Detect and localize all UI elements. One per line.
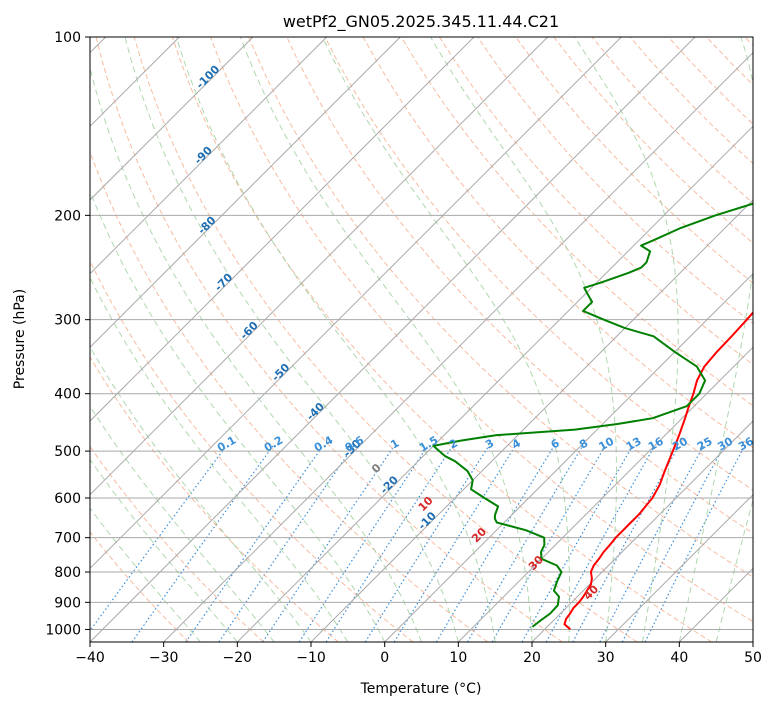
isotherm-line — [531, 420, 753, 642]
x-tick-label: 0 — [380, 650, 389, 666]
mixing-ratio-line — [298, 445, 429, 642]
x-tick-label: 20 — [523, 650, 541, 666]
y-tick-label: 500 — [54, 444, 81, 460]
y-tick-label: 800 — [54, 565, 81, 581]
y-tick-label: 600 — [54, 491, 81, 507]
moist-adiabat-line — [678, 37, 753, 642]
y-tick-label: 900 — [54, 595, 81, 611]
mixing-ratio-line — [521, 445, 634, 642]
dry-adiabat-line — [515, 37, 753, 284]
dry-adiabat-line — [95, 37, 563, 642]
y-tick-label: 200 — [54, 208, 81, 224]
isotherm-line — [90, 37, 696, 642]
dry-adiabat-line — [171, 37, 712, 642]
moist-adiabat-line — [124, 37, 459, 642]
x-tick-label: −10 — [296, 650, 326, 666]
plot-frame — [89, 36, 754, 643]
y-axis-ticks: 1000 900 800 700 600 500 400 300 200 100 — [45, 30, 90, 638]
moist-adiabat-line — [715, 498, 753, 642]
isotherm-line — [90, 37, 622, 570]
isotherm-line — [163, 51, 753, 642]
mixing-ratio-line — [545, 445, 656, 642]
isotherms — [90, 37, 753, 642]
x-tick-label: 30 — [597, 650, 615, 666]
y-tick-label: 300 — [54, 313, 81, 329]
isotherm-line — [384, 272, 753, 642]
mixing-ratio-line — [131, 445, 274, 642]
chart-title: wetPf2_GN05.2025.345.11.44.C21 — [283, 12, 559, 32]
dry-adiabat-line — [90, 150, 488, 642]
dry-adiabat-line — [324, 37, 753, 491]
isotherm-line — [236, 125, 753, 642]
isotherm-line — [90, 37, 549, 496]
temperature-line — [563, 311, 753, 631]
moist-adiabat-line — [239, 37, 533, 642]
mixing-ratio-line — [364, 445, 490, 642]
dry-adiabat-line — [400, 37, 753, 407]
x-tick-label: −30 — [149, 650, 179, 666]
y-axis-label: Pressure (hPa) — [12, 289, 28, 389]
y-tick-label: 1000 — [45, 622, 81, 638]
isotherm-line — [90, 37, 254, 201]
mixing-ratio-line — [185, 445, 324, 642]
isotherm-line — [90, 37, 401, 349]
isotherm-line — [90, 37, 328, 275]
mixing-ratio-line — [644, 445, 746, 642]
x-axis-label: Temperature (°C) — [360, 681, 482, 697]
y-tick-label: 100 — [54, 30, 81, 46]
moist-adiabat-line — [175, 37, 496, 642]
x-tick-label: 40 — [670, 650, 688, 666]
dewpoint-line — [432, 202, 753, 628]
moist-adiabat-line — [90, 405, 275, 642]
dry-adiabat-line — [248, 37, 753, 578]
isotherm-line — [310, 199, 753, 642]
x-tick-label: 10 — [449, 650, 467, 666]
isotherm-line — [605, 493, 753, 642]
dry-adiabats — [90, 37, 753, 642]
mixing-ratio-line — [621, 445, 725, 642]
x-axis-ticks: −40 −30 −20 −10 0 10 20 30 40 50 — [75, 642, 762, 666]
y-tick-label: 700 — [54, 531, 81, 547]
x-tick-label: −20 — [223, 650, 253, 666]
moist-adiabat-line — [90, 276, 349, 642]
mixing-ratio-line — [435, 445, 555, 642]
mixing-ratio-line — [262, 445, 395, 642]
mixing-ratio-line — [325, 445, 454, 642]
y-tick-label: 400 — [54, 387, 81, 403]
dry-adiabat-line — [90, 445, 264, 642]
moist-adiabat-line — [574, 37, 679, 642]
dry-adiabat-line — [210, 37, 753, 623]
moist-adiabat-line — [430, 37, 617, 642]
moist-adiabat-line — [90, 189, 386, 642]
dry-adiabat-line — [133, 37, 638, 642]
moist-adiabat-line — [90, 65, 422, 642]
mixing-ratio-line — [218, 445, 355, 642]
mixing-ratio-lines — [90, 445, 746, 642]
x-tick-label: 50 — [744, 650, 762, 666]
dry-adiabat-line — [90, 531, 190, 642]
moist-adiabat-line — [90, 458, 238, 642]
mixing-ratio-line — [466, 445, 584, 642]
dry-adiabat-line — [438, 37, 753, 366]
isobars — [90, 37, 753, 630]
mixing-ratio-label: 36 — [736, 434, 756, 453]
profile-series — [432, 202, 753, 631]
isotherm-line — [457, 346, 753, 642]
x-tick-label: −40 — [75, 650, 105, 666]
moist-adiabat-line — [90, 507, 201, 642]
dry-adiabat-line — [90, 356, 339, 642]
moist-adiabat-line — [322, 37, 571, 642]
isotherm-line — [90, 37, 475, 422]
